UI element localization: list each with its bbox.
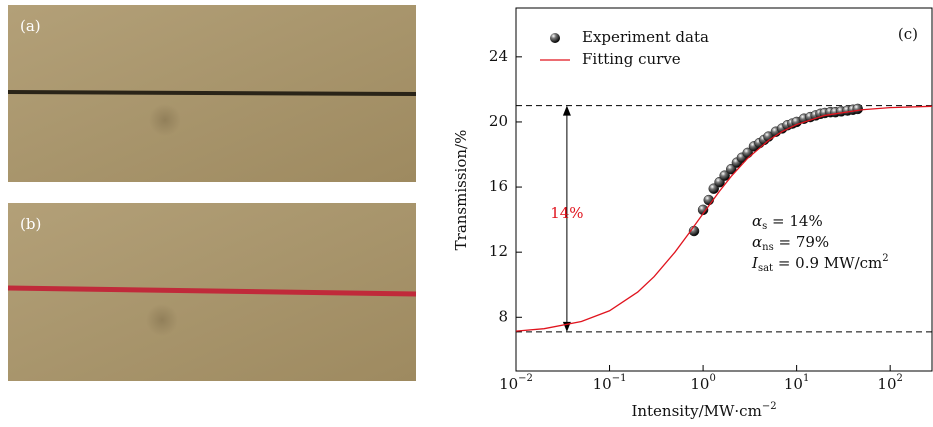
- legend-label: Fitting curve: [582, 50, 681, 68]
- tick-base: 10: [593, 375, 612, 393]
- photo-b: (b): [7, 203, 417, 381]
- data-point: [697, 204, 709, 216]
- tick-base: 10: [877, 375, 896, 393]
- y-axis-title: Transmission/%: [452, 130, 470, 251]
- spot: [146, 304, 178, 336]
- x-tick-label: 10−1: [593, 373, 627, 394]
- data-point: [852, 103, 863, 115]
- rest: = 0.9 MW/cm: [773, 254, 882, 272]
- subscript: ns: [762, 242, 774, 253]
- x-tick-label: 102: [877, 373, 902, 394]
- rest: = 14%: [767, 212, 822, 230]
- subscript: s: [762, 221, 767, 232]
- fit-line: [515, 105, 933, 332]
- y-tick-label: 24: [489, 47, 508, 65]
- y-tick-label: 16: [489, 177, 508, 195]
- tick-exponent: −2: [518, 373, 533, 384]
- legend-label: Experiment data: [582, 28, 709, 46]
- symbol: α: [752, 212, 762, 230]
- tick-base: 10: [784, 375, 803, 393]
- x-tick-label: 10−2: [499, 373, 533, 394]
- annotation: αns = 79%: [752, 233, 829, 253]
- plot-frame: [515, 7, 933, 372]
- panel-label: (b): [20, 215, 41, 233]
- symbol: I: [751, 254, 759, 272]
- legend-marker: [550, 33, 560, 43]
- photo-a: (a): [7, 5, 417, 182]
- x-tick-label: 100: [690, 373, 715, 394]
- spot: [149, 104, 181, 136]
- annotation: Isat = 0.9 MW/cm2: [751, 253, 889, 274]
- tick-base: 10: [690, 375, 709, 393]
- tick-exponent: −1: [612, 373, 627, 384]
- subscript: sat: [758, 263, 773, 274]
- fiber: [7, 285, 417, 297]
- x-tick-label: 101: [784, 373, 809, 394]
- tick-exponent: 0: [709, 373, 715, 384]
- x-axis-title: Intensity/MW·cm−2: [631, 401, 776, 421]
- title-text: Intensity/MW·cm: [631, 402, 761, 420]
- tick-exponent: 1: [803, 373, 809, 384]
- annotation: αs = 14%: [752, 212, 823, 232]
- y-tick-label: 20: [489, 112, 508, 130]
- data-point: [719, 170, 730, 181]
- y-tick-label: 8: [498, 307, 508, 325]
- tick-base: 10: [499, 375, 518, 393]
- superscript: 2: [882, 253, 888, 264]
- y-tick-label: 12: [489, 242, 508, 260]
- arrow-head: [562, 105, 571, 116]
- symbol: α: [752, 233, 762, 251]
- span-label: 14%: [550, 204, 583, 222]
- rest: = 79%: [774, 233, 829, 251]
- panel-label: (c): [898, 25, 918, 43]
- tick-exponent: 2: [897, 373, 903, 384]
- fiber: [7, 90, 417, 96]
- title-sup: −2: [762, 401, 777, 412]
- panel-label: (a): [20, 17, 41, 35]
